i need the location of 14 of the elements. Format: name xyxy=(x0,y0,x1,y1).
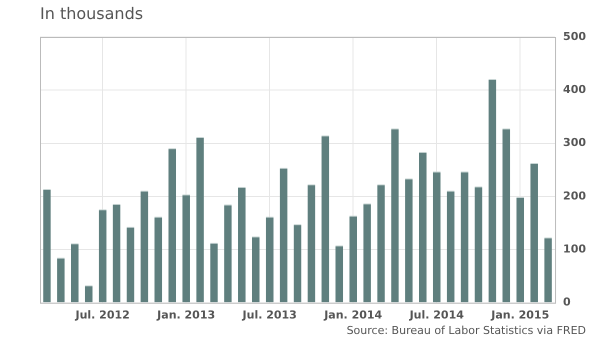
x-tick-label: Jan. 2013 xyxy=(156,308,216,322)
x-tick-label: Jul. 2014 xyxy=(408,308,464,322)
x-tick-label: Jul. 2013 xyxy=(242,308,297,322)
y-tick-label: 100 xyxy=(563,242,586,256)
x-tick-label: Jan. 2015 xyxy=(490,308,550,322)
y-tick-label: 300 xyxy=(563,136,586,150)
source-note: Source: Bureau of Labor Statistics via FRED xyxy=(346,324,586,337)
chart-subtitle: In thousands xyxy=(40,4,144,23)
x-tick-label: Jan. 2014 xyxy=(323,308,383,322)
y-tick-label: 400 xyxy=(563,83,586,96)
x-tick-label: Jul. 2012 xyxy=(74,308,130,322)
y-tick-label: 500 xyxy=(563,30,586,43)
y-tick-label: 200 xyxy=(563,189,586,202)
y-tick-label: 0 xyxy=(563,296,572,309)
